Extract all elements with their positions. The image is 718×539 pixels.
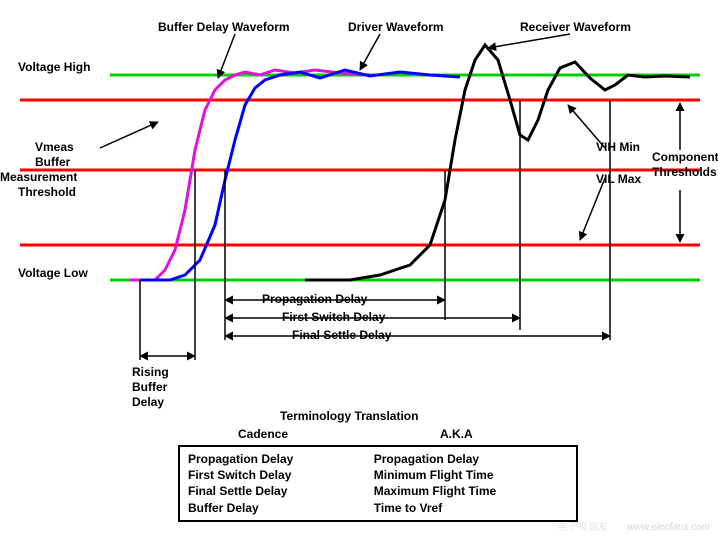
vil-max-label: VIL Max [596, 172, 641, 186]
component-label-1: Component [652, 150, 718, 164]
voltage-high-label: Voltage High [18, 60, 90, 74]
buffer-waveform-label: Buffer Delay Waveform [158, 20, 290, 34]
cadence-row-0: Propagation Delay [188, 451, 370, 467]
vil-arrow [580, 178, 605, 240]
receiver-label-arrow [488, 34, 570, 48]
terminology-table: Propagation Delay First Switch Delay Fin… [178, 445, 578, 522]
cadence-row-1: First Switch Delay [188, 467, 370, 483]
voltage-low-label: Voltage Low [18, 266, 88, 280]
aka-row-1: Minimum Flight Time [374, 467, 556, 483]
vih-min-label: VIH Min [596, 140, 640, 154]
aka-row-2: Maximum Flight Time [374, 483, 556, 499]
vmeas-arrow [100, 122, 158, 148]
rising-buffer-label-2: Buffer [132, 380, 167, 394]
aka-header: A.K.A [440, 427, 473, 441]
watermark-site: www.elecfans.com [627, 522, 710, 533]
cadence-row-3: Buffer Delay [188, 500, 370, 516]
final-settle-delay-label: Final Settle Delay [292, 328, 391, 342]
component-label-2: Thresholds [652, 165, 717, 179]
aka-column: Propagation Delay Minimum Flight Time Ma… [374, 451, 556, 516]
driver-label-arrow [360, 34, 380, 70]
vmeas-label: Vmeas [35, 140, 74, 154]
aka-row-0: Propagation Delay [374, 451, 556, 467]
aka-row-3: Time to Vref [374, 500, 556, 516]
cadence-column: Propagation Delay First Switch Delay Fin… [188, 451, 370, 516]
propagation-delay-label: Propagation Delay [262, 292, 367, 306]
first-switch-delay-label: First Switch Delay [282, 310, 385, 324]
watermark-cn: 电子发烧友 [558, 518, 608, 533]
cadence-row-2: Final Settle Delay [188, 483, 370, 499]
buffer-meas-label-1: Buffer [35, 155, 70, 169]
buffer-meas-label-3: Threshold [18, 185, 76, 199]
driver-waveform-label: Driver Waveform [348, 20, 444, 34]
buffer-label-arrow [218, 34, 235, 78]
rising-buffer-label-1: Rising [132, 365, 169, 379]
cadence-header: Cadence [238, 427, 288, 441]
buffer-meas-label-2: Measurement [0, 170, 77, 184]
rising-buffer-label-3: Delay [132, 395, 164, 409]
terminology-title: Terminology Translation [280, 409, 418, 423]
receiver-waveform-label: Receiver Waveform [520, 20, 631, 34]
